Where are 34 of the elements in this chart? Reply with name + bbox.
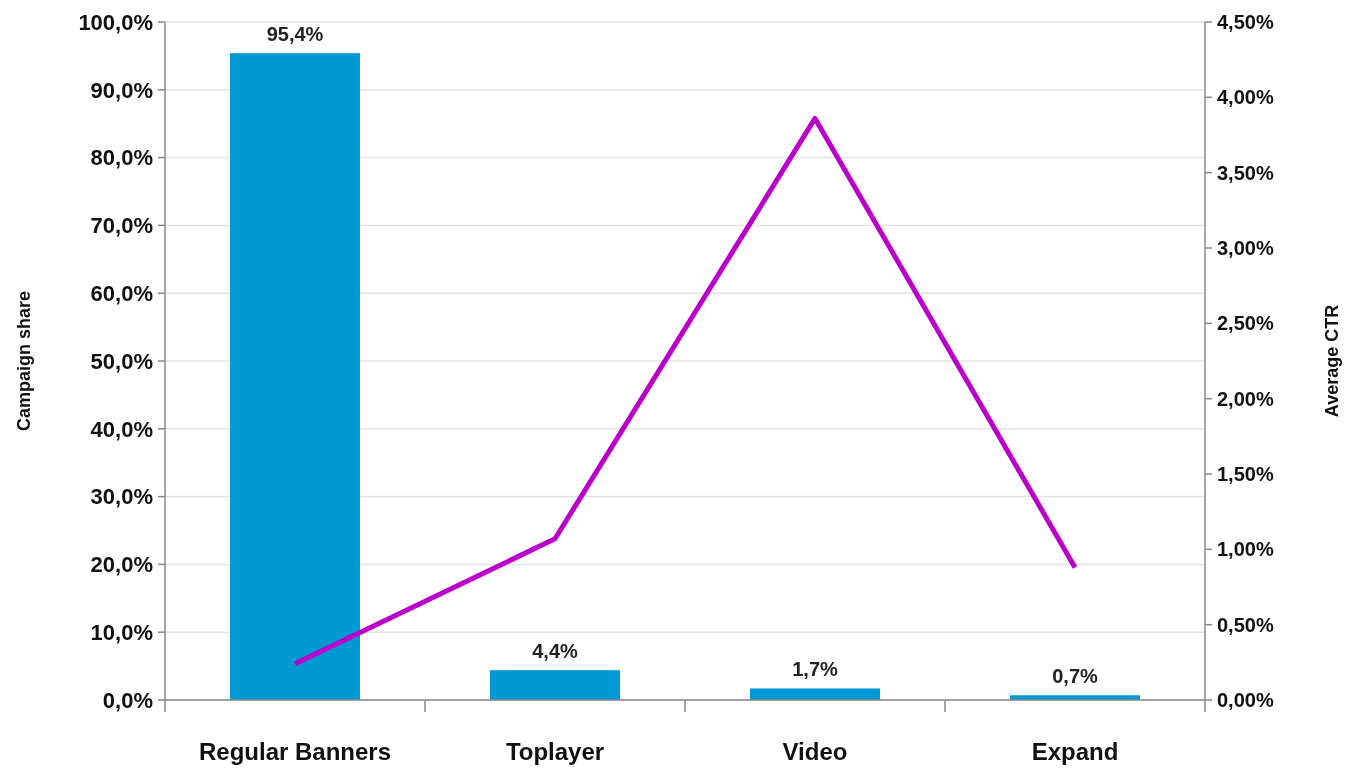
x-tick-label: Video (782, 738, 848, 765)
data-label: 95,4% (266, 23, 324, 46)
data-label: 1,7% (792, 658, 839, 681)
y2-tick-label: 2,00% (1217, 387, 1274, 410)
y2-axis-title: Average CTR (1322, 304, 1342, 418)
y-tick-label: 20,0% (90, 552, 153, 578)
y-tick-label: 50,0% (90, 348, 153, 374)
y-tick-label: 100,0% (78, 9, 153, 35)
y-tick-label: 30,0% (90, 484, 153, 510)
bar (230, 53, 360, 700)
y2-tick-label: 1,00% (1217, 538, 1274, 561)
y-tick-label: 60,0% (90, 280, 153, 306)
x-tick-label: Regular Banners (198, 738, 392, 765)
y-tick-label: 10,0% (90, 619, 153, 645)
data-label: 0,7% (1052, 665, 1099, 688)
y2-tick-label: 3,50% (1217, 161, 1274, 184)
y2-tick-label: 0,50% (1217, 613, 1274, 636)
y2-tick-label: 2,50% (1217, 312, 1274, 335)
y-axis-title: Campaign share (14, 290, 34, 432)
y2-tick-label: 3,00% (1217, 237, 1274, 259)
y-tick-label: 0,0% (102, 687, 153, 713)
y2-tick-label: 0,00% (1217, 689, 1274, 711)
y-tick-label: 80,0% (90, 145, 153, 171)
y-tick-label: 40,0% (90, 416, 153, 442)
y2-tick-label: 4,50% (1217, 11, 1274, 33)
bar (490, 670, 620, 700)
y2-tick-label: 1,50% (1217, 463, 1274, 485)
bar (750, 688, 880, 700)
x-tick-label: Toplayer (505, 738, 605, 765)
y-tick-label: 90,0% (90, 77, 153, 103)
y-tick-label: 70,0% (90, 213, 153, 239)
x-tick-label: Expand (1031, 738, 1119, 765)
data-label: 4,4% (532, 640, 579, 663)
y2-tick-label: 4,00% (1217, 86, 1274, 109)
